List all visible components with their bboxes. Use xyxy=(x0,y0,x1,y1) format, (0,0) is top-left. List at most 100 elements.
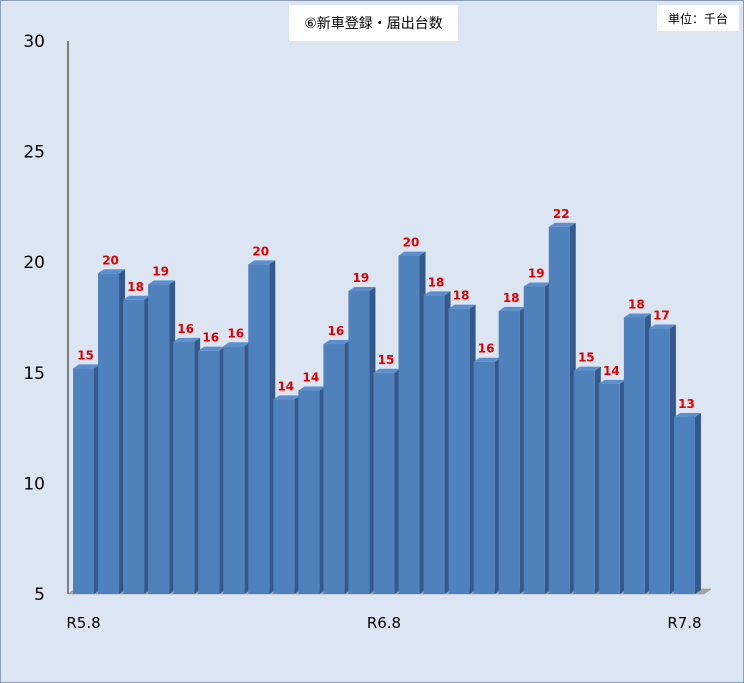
bar-front xyxy=(423,295,445,594)
bar-1 xyxy=(73,364,100,594)
bars xyxy=(73,222,701,595)
bar-front xyxy=(498,310,520,594)
chart-title: ⑥新車登録・届出台数 xyxy=(289,5,458,41)
bar-13 xyxy=(373,368,401,594)
bar-21 xyxy=(573,366,601,594)
y-tick-15: 15 xyxy=(23,364,45,384)
bar-top xyxy=(673,413,701,418)
data-label-7: 16 xyxy=(227,326,244,340)
bar-front xyxy=(573,370,595,594)
x-axis-ticks: R5.8 R6.8 R7.8 xyxy=(66,614,701,632)
bar-9 xyxy=(273,395,301,594)
data-label-14: 20 xyxy=(403,236,420,250)
bar-top xyxy=(498,306,526,311)
data-label-12: 19 xyxy=(353,271,370,285)
bar-14 xyxy=(398,251,426,594)
data-label-4: 19 xyxy=(152,264,169,278)
data-label-23: 18 xyxy=(628,298,645,312)
bar-front xyxy=(73,368,94,594)
bar-top xyxy=(573,366,601,371)
bar-top xyxy=(173,337,201,342)
y-tick-5: 5 xyxy=(34,585,45,605)
data-label-19: 19 xyxy=(528,267,545,281)
bar-24 xyxy=(648,324,676,594)
bar-front xyxy=(648,328,670,594)
bar-front xyxy=(98,273,120,594)
bar-top xyxy=(373,368,401,373)
data-label-20: 22 xyxy=(553,207,570,221)
bar-top xyxy=(198,346,226,351)
bar-front xyxy=(273,399,295,594)
y-tick-10: 10 xyxy=(23,474,45,494)
bar-front xyxy=(448,308,470,594)
bar-16 xyxy=(448,304,476,594)
bar-6 xyxy=(198,346,226,594)
bar-front xyxy=(348,290,370,594)
bar-top xyxy=(473,357,501,362)
bar-19 xyxy=(523,282,551,594)
bar-18 xyxy=(498,306,526,594)
bar-top xyxy=(548,222,576,227)
data-labels: 15 20 18 19 16 16 16 20 14 14 16 19 15 20 18 18 16 18 19 22… xyxy=(77,207,695,411)
bar-4 xyxy=(148,280,176,594)
data-label-22: 14 xyxy=(603,364,620,378)
bar-top xyxy=(123,295,151,300)
bar-front xyxy=(248,264,270,594)
x-tick-R6.8: R6.8 xyxy=(367,614,401,632)
bar-front xyxy=(473,361,495,594)
data-label-8: 20 xyxy=(252,244,269,258)
data-label-3: 18 xyxy=(127,280,144,294)
data-label-17: 16 xyxy=(478,342,495,356)
bar-front xyxy=(198,350,220,594)
bar-17 xyxy=(473,357,501,594)
y-tick-20: 20 xyxy=(23,253,45,273)
unit-label: 単位：千台 xyxy=(657,5,739,31)
data-label-25: 13 xyxy=(678,397,695,411)
bar-5 xyxy=(173,337,201,594)
data-label-21: 15 xyxy=(578,351,595,365)
bar-front xyxy=(548,226,570,595)
bar-front xyxy=(298,390,320,594)
bar-top xyxy=(448,304,476,309)
bar-top xyxy=(523,282,551,287)
data-label-24: 17 xyxy=(653,309,670,323)
bar-front xyxy=(598,383,620,594)
bar-side xyxy=(694,413,701,594)
y-tick-30: 30 xyxy=(23,32,45,52)
data-label-11: 16 xyxy=(328,324,345,338)
bar-10 xyxy=(298,386,326,594)
y-tick-25: 25 xyxy=(23,143,45,163)
bar-25 xyxy=(673,413,701,594)
bar-front xyxy=(223,346,245,594)
y-axis-ticks: 5 10 15 20 25 30 xyxy=(23,32,45,605)
bar-front xyxy=(673,417,695,594)
bar-front xyxy=(373,372,395,594)
bar-top xyxy=(298,386,326,391)
bar-3 xyxy=(123,295,151,594)
bar-front xyxy=(323,344,345,594)
bar-top xyxy=(598,379,626,384)
bar-top xyxy=(623,313,651,318)
bar-top xyxy=(323,340,351,345)
x-tick-R7.8: R7.8 xyxy=(667,614,701,632)
bar-front xyxy=(148,284,170,594)
bar-top xyxy=(248,260,276,265)
data-label-6: 16 xyxy=(202,331,219,345)
bar-front xyxy=(123,299,145,594)
data-label-1: 15 xyxy=(77,348,94,362)
bar-23 xyxy=(623,313,651,594)
bar-front xyxy=(398,255,420,594)
bar-11 xyxy=(323,340,351,594)
bar-12 xyxy=(348,286,376,594)
bar-20 xyxy=(548,222,576,595)
bar-front xyxy=(523,286,545,594)
bar-top xyxy=(648,324,676,329)
bar-top xyxy=(73,364,100,369)
bar-8 xyxy=(248,260,276,594)
data-label-15: 18 xyxy=(428,275,445,289)
bar-top xyxy=(148,280,176,285)
data-label-13: 15 xyxy=(378,353,395,367)
bar-top xyxy=(223,342,251,347)
